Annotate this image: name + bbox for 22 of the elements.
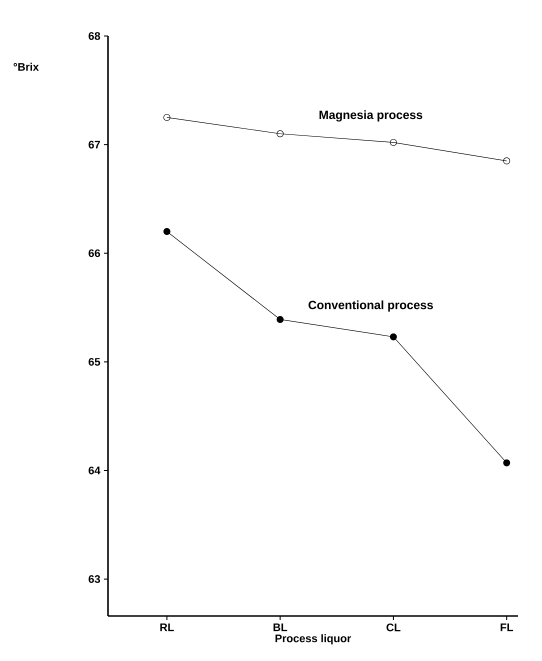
point (163, 228, 170, 235)
y-axis-title: °Brix (14, 62, 39, 71)
x-tick-label: BL (274, 624, 288, 632)
point (276, 130, 284, 138)
y-tick-label: 65 (88, 358, 100, 366)
point (503, 157, 510, 164)
y-tick-label: 68 (88, 32, 100, 40)
point (163, 114, 170, 121)
series-label: Magnesia process (320, 110, 422, 122)
y-tick-label: 66 (88, 249, 100, 258)
x-axis-title: Process liquor (276, 634, 352, 644)
y-tick-label: 67 (88, 140, 100, 149)
x-tick-label: RL (160, 624, 174, 632)
y-tick-label: 64 (88, 466, 100, 474)
point (276, 316, 284, 323)
x-tick-label: CL (386, 624, 400, 632)
y-tick-label: 63 (88, 575, 100, 583)
point (390, 333, 397, 340)
point (503, 459, 510, 466)
point (390, 138, 397, 146)
x-tick-label: FL (500, 624, 514, 632)
series-label: Conventional process (308, 300, 433, 312)
